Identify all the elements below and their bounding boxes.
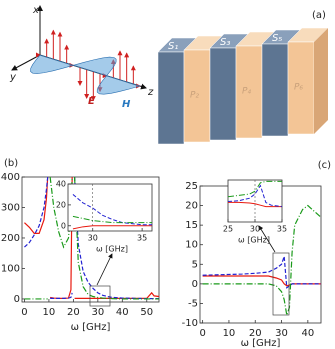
layer-label: P₄ — [242, 87, 251, 97]
y-tick-label: 400 — [1, 172, 20, 183]
slab-side — [314, 28, 328, 134]
x-axis-label: ω [GHz] — [238, 236, 270, 245]
layer-label: P₆ — [294, 83, 303, 93]
y-tick-label: 0 — [61, 221, 66, 230]
layer-label: S₅ — [272, 33, 282, 44]
h-sheet — [30, 54, 142, 95]
series-line — [72, 194, 152, 226]
series-line — [72, 225, 152, 230]
x-axis-label: ω [GHz] — [241, 338, 281, 349]
y-tick-label: 200 — [1, 233, 20, 244]
y-tick-label: -5 — [188, 298, 198, 309]
x-tick-label: 40 — [116, 307, 129, 318]
y-tick-label: 20 — [56, 200, 66, 209]
x-tick-label: 35 — [137, 234, 147, 243]
series-line — [228, 201, 282, 208]
y-tick-label: 20 — [185, 201, 198, 212]
y-tick-label: 10 — [185, 240, 198, 251]
panel-label: (a) — [312, 10, 326, 21]
field-label: H — [122, 99, 131, 110]
panel-label: (b) — [4, 158, 18, 169]
axis-label: x — [32, 5, 39, 16]
slab-front — [235, 45, 263, 139]
slab-front — [183, 49, 211, 143]
layer-label: S₃ — [220, 37, 230, 48]
zoom-box — [89, 285, 111, 307]
x-axis-label: ω [GHz] — [71, 322, 111, 333]
y-tick-label: 0 — [192, 279, 198, 290]
series-line — [227, 180, 282, 198]
x-tick-label: 50 — [140, 307, 153, 318]
x-tick-label: 30 — [91, 307, 104, 318]
x-tick-label: 30 — [275, 328, 288, 339]
x-axis-label: ω [GHz] — [96, 245, 128, 254]
slab-front — [261, 43, 289, 137]
x-tick-label: 30 — [250, 225, 260, 234]
y-tick-label: 0 — [14, 294, 20, 305]
panel-label: (c) — [318, 160, 331, 171]
x-tick-label: 10 — [43, 307, 56, 318]
axis-label: z — [147, 87, 154, 98]
y-tick-label: 300 — [1, 202, 20, 213]
slab-front — [209, 47, 237, 141]
x-tick-label: 20 — [249, 328, 262, 339]
x-tick-label: 20 — [67, 307, 80, 318]
x-tick-label: 0 — [199, 328, 205, 339]
series-line — [227, 184, 283, 208]
inset-frame — [67, 183, 153, 232]
slab-front — [287, 41, 315, 135]
x-tick-label: 40 — [301, 328, 314, 339]
x-tick-label: 30 — [88, 234, 98, 243]
layer-label: P₂ — [190, 91, 199, 101]
series-line — [202, 204, 322, 316]
zoom-arrow — [96, 253, 113, 286]
layer-stack: S₁ P₂ S₃ P₄ S₅ P₆ — [157, 27, 329, 145]
series-line — [202, 256, 321, 289]
slab-front — [157, 51, 185, 145]
y-tick-label: 25 — [185, 181, 198, 192]
layer-label: S₁ — [168, 41, 178, 52]
wave-illustration — [11, 5, 147, 102]
series-line — [72, 215, 152, 224]
y-tick-label: 40 — [56, 180, 66, 189]
x-tick-label: 10 — [223, 328, 236, 339]
axis-y-arrow — [11, 54, 41, 71]
zoom-box — [272, 252, 290, 316]
zoom-arrow — [258, 225, 276, 253]
x-tick-label: 35 — [277, 225, 287, 234]
y-tick-label: 15 — [185, 220, 198, 231]
y-tick-label: 100 — [1, 263, 20, 274]
x-tick-label: 0 — [21, 307, 27, 318]
y-tick-label: 5 — [192, 259, 198, 270]
x-tick-label: 25 — [223, 225, 233, 234]
y-tick-label: -10 — [182, 318, 198, 329]
field-label: E — [88, 96, 95, 107]
axis-label: y — [9, 72, 17, 83]
